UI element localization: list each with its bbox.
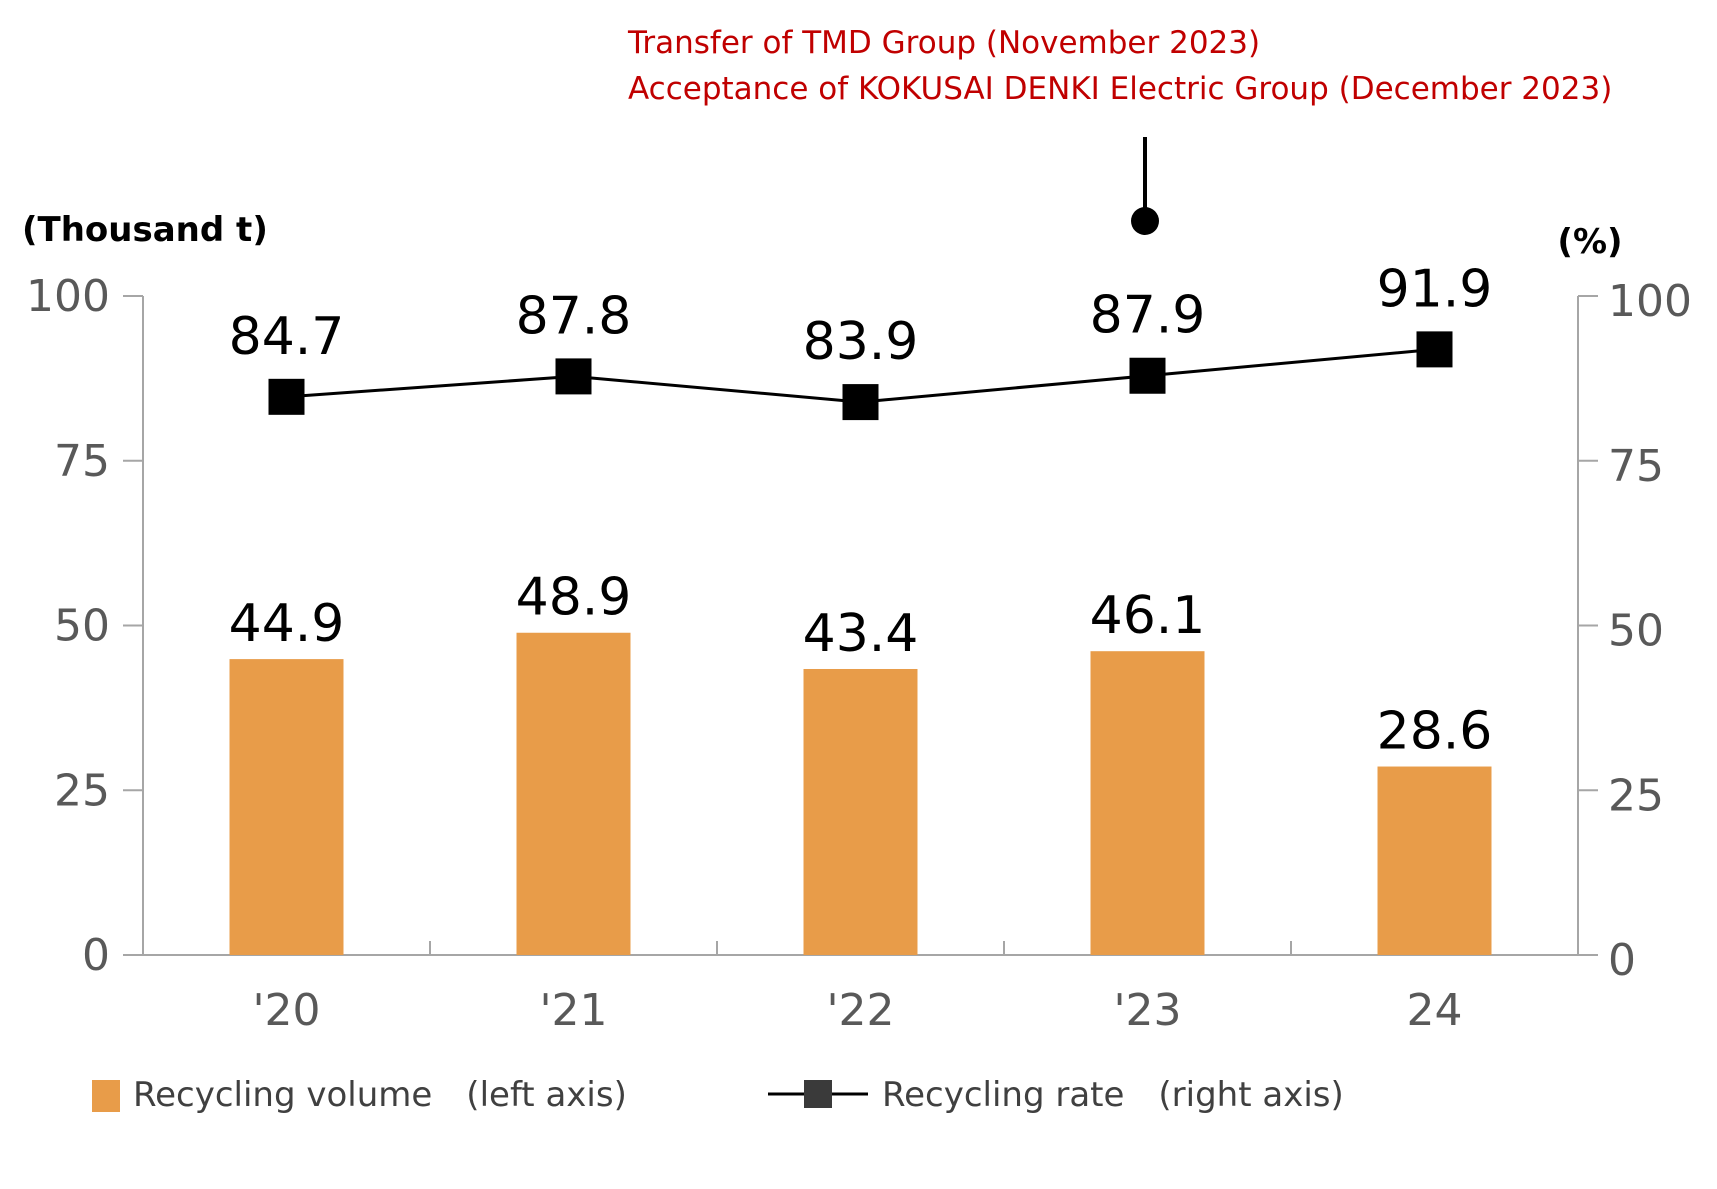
rate-marker bbox=[1416, 331, 1453, 368]
rate-data-label: 83.9 bbox=[803, 312, 919, 372]
bars bbox=[229, 632, 1492, 955]
left-tick-label: 0 bbox=[82, 930, 110, 981]
legend-label-recycling-rate: Recycling rate (right axis) bbox=[882, 1075, 1344, 1115]
bar bbox=[229, 659, 344, 955]
x-tick-label: '22 bbox=[826, 985, 894, 1036]
axes: 0 25 50 75 100 0 25 50 75 100 '20 '21 '22 '23 24 bbox=[26, 271, 1692, 1036]
rate-data-label: 84.7 bbox=[229, 307, 345, 367]
legend-swatch-recycling-volume bbox=[92, 1080, 120, 1112]
rate-marker bbox=[842, 384, 879, 421]
right-tick-label: 75 bbox=[1608, 441, 1664, 492]
bar-data-label: 48.9 bbox=[516, 568, 632, 628]
left-tick-label: 75 bbox=[54, 436, 110, 487]
right-axis-unit-label: (%) bbox=[1557, 222, 1622, 262]
legend-marker-recycling-rate bbox=[804, 1080, 832, 1108]
right-tick-label: 25 bbox=[1608, 770, 1664, 821]
bar bbox=[803, 668, 918, 955]
rate-data-label: 87.8 bbox=[516, 286, 632, 346]
annotation-line-2: Acceptance of KOKUSAI DENKI Electric Gro… bbox=[628, 71, 1612, 107]
bar-data-label: 43.4 bbox=[803, 604, 919, 664]
labels: 44.9 48.9 43.4 46.1 28.6 84.7 87.8 83.9 87.9 91.9 bbox=[229, 259, 1493, 761]
rate-data-label: 91.9 bbox=[1377, 259, 1493, 319]
x-tick-label: '21 bbox=[539, 985, 607, 1036]
annotation-dot bbox=[1131, 207, 1159, 235]
bar-data-label: 46.1 bbox=[1090, 586, 1206, 646]
bar bbox=[1090, 651, 1205, 955]
legend: Recycling volume (left axis) Recycling r… bbox=[92, 1075, 1344, 1115]
bar bbox=[1377, 766, 1492, 955]
left-axis-unit-label: (Thousand t) bbox=[22, 210, 268, 250]
legend-label-recycling-volume: Recycling volume (left axis) bbox=[133, 1075, 627, 1115]
rate-marker bbox=[268, 378, 305, 415]
x-tick-label: '20 bbox=[252, 985, 320, 1036]
x-tick-label: '23 bbox=[1113, 985, 1181, 1036]
left-tick-label: 50 bbox=[54, 601, 110, 652]
right-tick-label: 0 bbox=[1608, 935, 1636, 986]
rate-data-label: 87.9 bbox=[1090, 286, 1206, 346]
left-tick-label: 25 bbox=[54, 765, 110, 816]
bar-data-label: 28.6 bbox=[1377, 702, 1493, 762]
rate-marker bbox=[1129, 357, 1166, 394]
left-tick-label: 100 bbox=[26, 271, 110, 322]
rate-marker bbox=[555, 358, 592, 395]
bar bbox=[516, 632, 631, 955]
right-tick-label: 50 bbox=[1608, 606, 1664, 657]
rate-line bbox=[268, 331, 1453, 421]
x-tick-label: 24 bbox=[1407, 985, 1463, 1036]
annotation-line-1: Transfer of TMD Group (November 2023) bbox=[627, 25, 1260, 61]
right-tick-label: 100 bbox=[1608, 276, 1692, 327]
bar-data-label: 44.9 bbox=[229, 594, 345, 654]
